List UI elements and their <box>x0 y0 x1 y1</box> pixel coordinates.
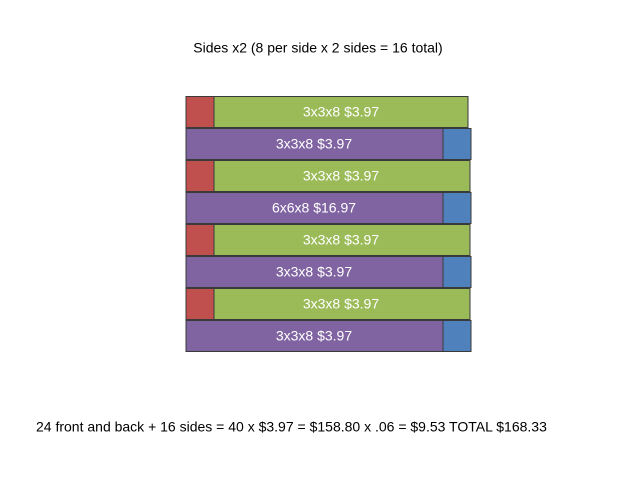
green-board <box>213 288 471 320</box>
board-label: 6x6x8 $16.97 <box>272 200 356 216</box>
red-end <box>185 96 215 128</box>
green-board <box>213 160 471 192</box>
blue-end <box>442 320 472 352</box>
footer: 24 front and back + 16 sides = 40 x $3.9… <box>36 419 547 435</box>
board-label: 3x3x8 $3.97 <box>276 136 352 152</box>
board-label: 3x3x8 $3.97 <box>303 168 379 184</box>
board-label: 3x3x8 $3.97 <box>303 296 379 312</box>
board-label: 3x3x8 $3.97 <box>303 104 379 120</box>
red-end <box>185 288 215 320</box>
purple-board <box>185 192 444 224</box>
purple-board <box>185 256 444 288</box>
green-board <box>213 96 469 128</box>
board-label: 3x3x8 $3.97 <box>303 232 379 248</box>
board-label: 3x3x8 $3.97 <box>276 328 352 344</box>
green-board <box>213 224 471 256</box>
purple-board <box>185 128 444 160</box>
blue-end <box>442 192 472 224</box>
blue-end <box>442 256 472 288</box>
rows: 3x3x8 $3.97 3x3x8 $3.97 3x3x8 $3.97 6x6x8 $… <box>185 96 472 352</box>
blue-end <box>442 128 472 160</box>
red-end <box>185 160 215 192</box>
title: Sides x2 (8 per side x 2 sides = 16 tota… <box>193 40 442 56</box>
red-end <box>185 224 215 256</box>
purple-board <box>185 320 444 352</box>
board-label: 3x3x8 $3.97 <box>276 264 352 280</box>
